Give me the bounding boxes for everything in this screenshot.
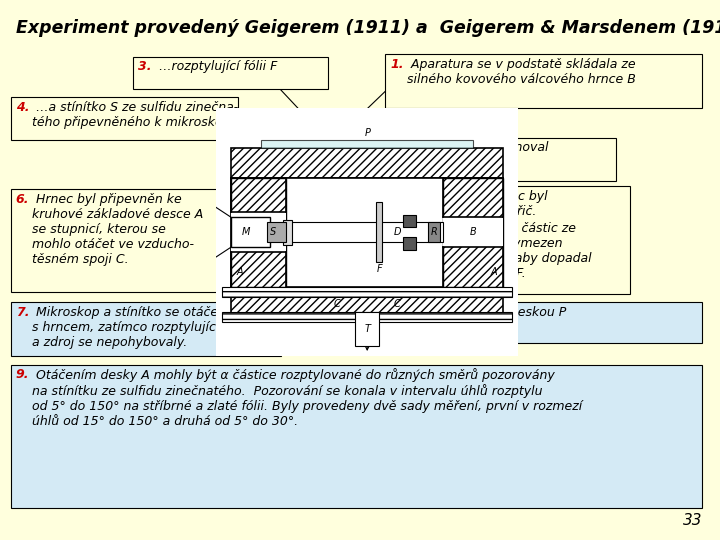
Text: 2.: 2.: [412, 141, 426, 154]
Text: T: T: [364, 324, 370, 334]
Text: F: F: [377, 265, 382, 274]
FancyBboxPatch shape: [407, 138, 616, 181]
Text: Mikroskop a stínítko se otáčely
s hrncem, zatímco rozptylující fólie
a zdroj se : Mikroskop a stínítko se otáčely s hrncem…: [32, 306, 251, 349]
Bar: [261, 140, 473, 148]
Bar: [355, 312, 379, 347]
Text: D: D: [394, 227, 401, 237]
FancyBboxPatch shape: [11, 364, 702, 508]
Text: P: P: [364, 128, 370, 138]
Bar: [403, 237, 415, 249]
Text: …rozptylující fólii F: …rozptylující fólii F: [155, 60, 277, 73]
Text: 1.: 1.: [390, 58, 404, 71]
Text: 5.: 5.: [412, 190, 426, 203]
Text: 8.: 8.: [304, 306, 318, 319]
FancyBboxPatch shape: [299, 302, 702, 343]
Text: 6.: 6.: [16, 193, 30, 206]
Bar: [231, 212, 286, 252]
FancyBboxPatch shape: [133, 57, 328, 89]
Text: R: R: [431, 227, 437, 237]
Bar: [428, 222, 440, 242]
Text: Experiment provedený Geigerem (1911) a  Geigerem & Marsdenem (1913): Experiment provedený Geigerem (1911) a G…: [16, 19, 720, 37]
FancyBboxPatch shape: [11, 97, 238, 140]
Text: C: C: [333, 299, 341, 309]
Bar: [231, 217, 271, 247]
FancyBboxPatch shape: [407, 186, 630, 294]
FancyBboxPatch shape: [11, 302, 281, 356]
Text: Zdrojem částic byl
radonový α zářič.
Úzký svazek α částic ze
zdroje R byl vymeze: Zdrojem částic byl radonový α zářič. Úzk…: [428, 190, 592, 280]
Text: 3.: 3.: [138, 60, 152, 73]
Text: 9.: 9.: [16, 368, 30, 381]
Bar: [222, 287, 513, 297]
Text: A: A: [237, 267, 243, 277]
Text: 7.: 7.: [16, 306, 30, 319]
Text: C: C: [394, 299, 401, 309]
Text: S: S: [270, 227, 276, 237]
Text: … který obsahoval
zdroj částic R: … který obsahoval zdroj částic R: [428, 141, 549, 170]
FancyBboxPatch shape: [385, 54, 702, 108]
Bar: [443, 217, 503, 247]
Bar: [267, 222, 286, 242]
Text: Hrnec byl uzavřen skleněnou deskou P
a mohl být vyčerpán trubicí T.: Hrnec byl uzavřen skleněnou deskou P a m…: [320, 306, 567, 334]
Text: Hrnec byl připevněn ke
kruhové základové desce A
se stupnicí, kterou se
mohlo ot: Hrnec byl připevněn ke kruhové základové…: [32, 193, 204, 266]
Text: M: M: [242, 227, 251, 237]
Text: 33: 33: [683, 513, 702, 528]
Bar: [231, 178, 286, 287]
Text: A: A: [491, 267, 498, 277]
Text: Aparatura se v podstatě skládala ze
silného kovového válcového hrnce B: Aparatura se v podstatě skládala ze siln…: [407, 58, 636, 86]
Bar: [282, 220, 292, 245]
FancyBboxPatch shape: [11, 189, 234, 292]
Text: …a stínítko S ze sulfidu zinečna-
tého připevněného k mikroskopu M: …a stínítko S ze sulfidu zinečna- tého p…: [32, 101, 253, 129]
Text: B: B: [469, 227, 477, 237]
Bar: [231, 178, 503, 287]
Bar: [403, 215, 415, 227]
Text: Otáčením desky A mohly být α částice rozptylované do různých směrů pozorovány
na: Otáčením desky A mohly být α částice roz…: [32, 368, 582, 428]
Bar: [443, 178, 503, 287]
Bar: [286, 222, 443, 242]
Bar: [377, 202, 382, 262]
Bar: [222, 312, 513, 322]
Bar: [231, 148, 503, 178]
Bar: [231, 287, 503, 316]
Text: 4.: 4.: [16, 101, 30, 114]
